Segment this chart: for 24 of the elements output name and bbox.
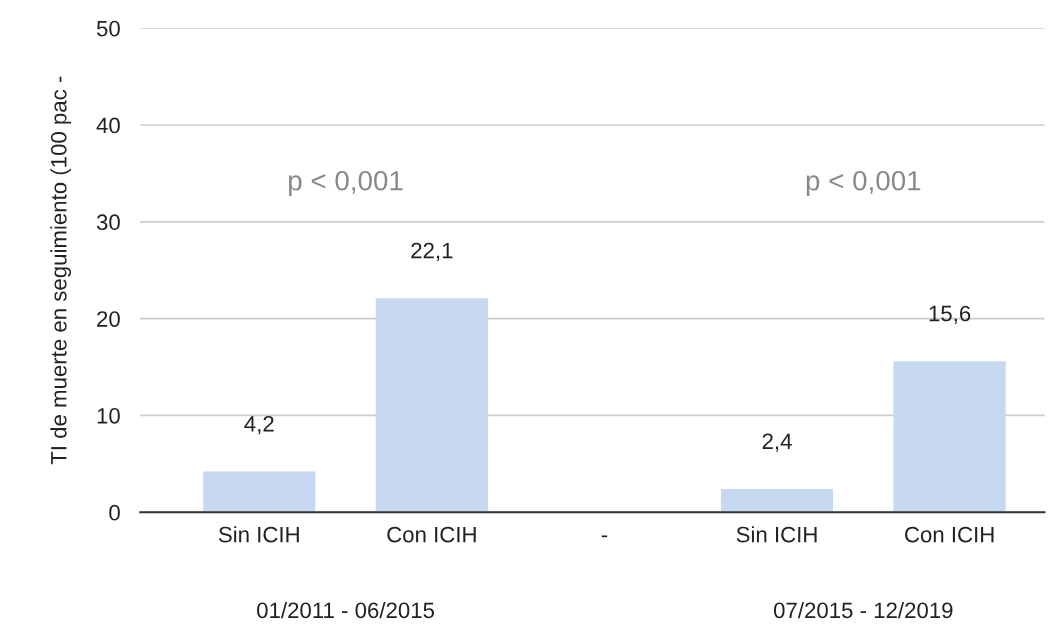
text: 07/2015 - 12/2019 (773, 601, 953, 619)
annotation: p < 0,001 (806, 170, 921, 197)
bar (893, 361, 1006, 513)
text: 01/2011 - 06/2015 (257, 601, 435, 619)
y-tick-label: 10 (97, 407, 120, 424)
data-label: 22,1 (411, 242, 453, 262)
x-tick-label: Con ICIH (387, 526, 476, 543)
bar (375, 298, 488, 513)
bar (720, 489, 834, 513)
bar (203, 471, 316, 513)
y-tick-label: 40 (96, 117, 120, 134)
data-label: 2,4 (762, 433, 792, 452)
x-tick-label: Sin ICIH (736, 526, 817, 543)
y-tick-label: 30 (96, 214, 120, 231)
x-tick-label: Con ICIH (905, 526, 994, 543)
data-label: 15,6 (929, 305, 971, 324)
y-tick-label: 0 (109, 504, 120, 521)
x-tick-label: Sin ICIH (218, 526, 299, 543)
y-tick-label: 20 (97, 311, 120, 327)
data-label: 4,2 (244, 416, 274, 435)
annotation: p < 0,001 (289, 170, 403, 197)
x-tick-label: - (601, 535, 608, 538)
y-axis-title: TI de muerte en seguimiento (100 pac - (50, 76, 72, 465)
y-tick-label: 50 (96, 20, 120, 37)
